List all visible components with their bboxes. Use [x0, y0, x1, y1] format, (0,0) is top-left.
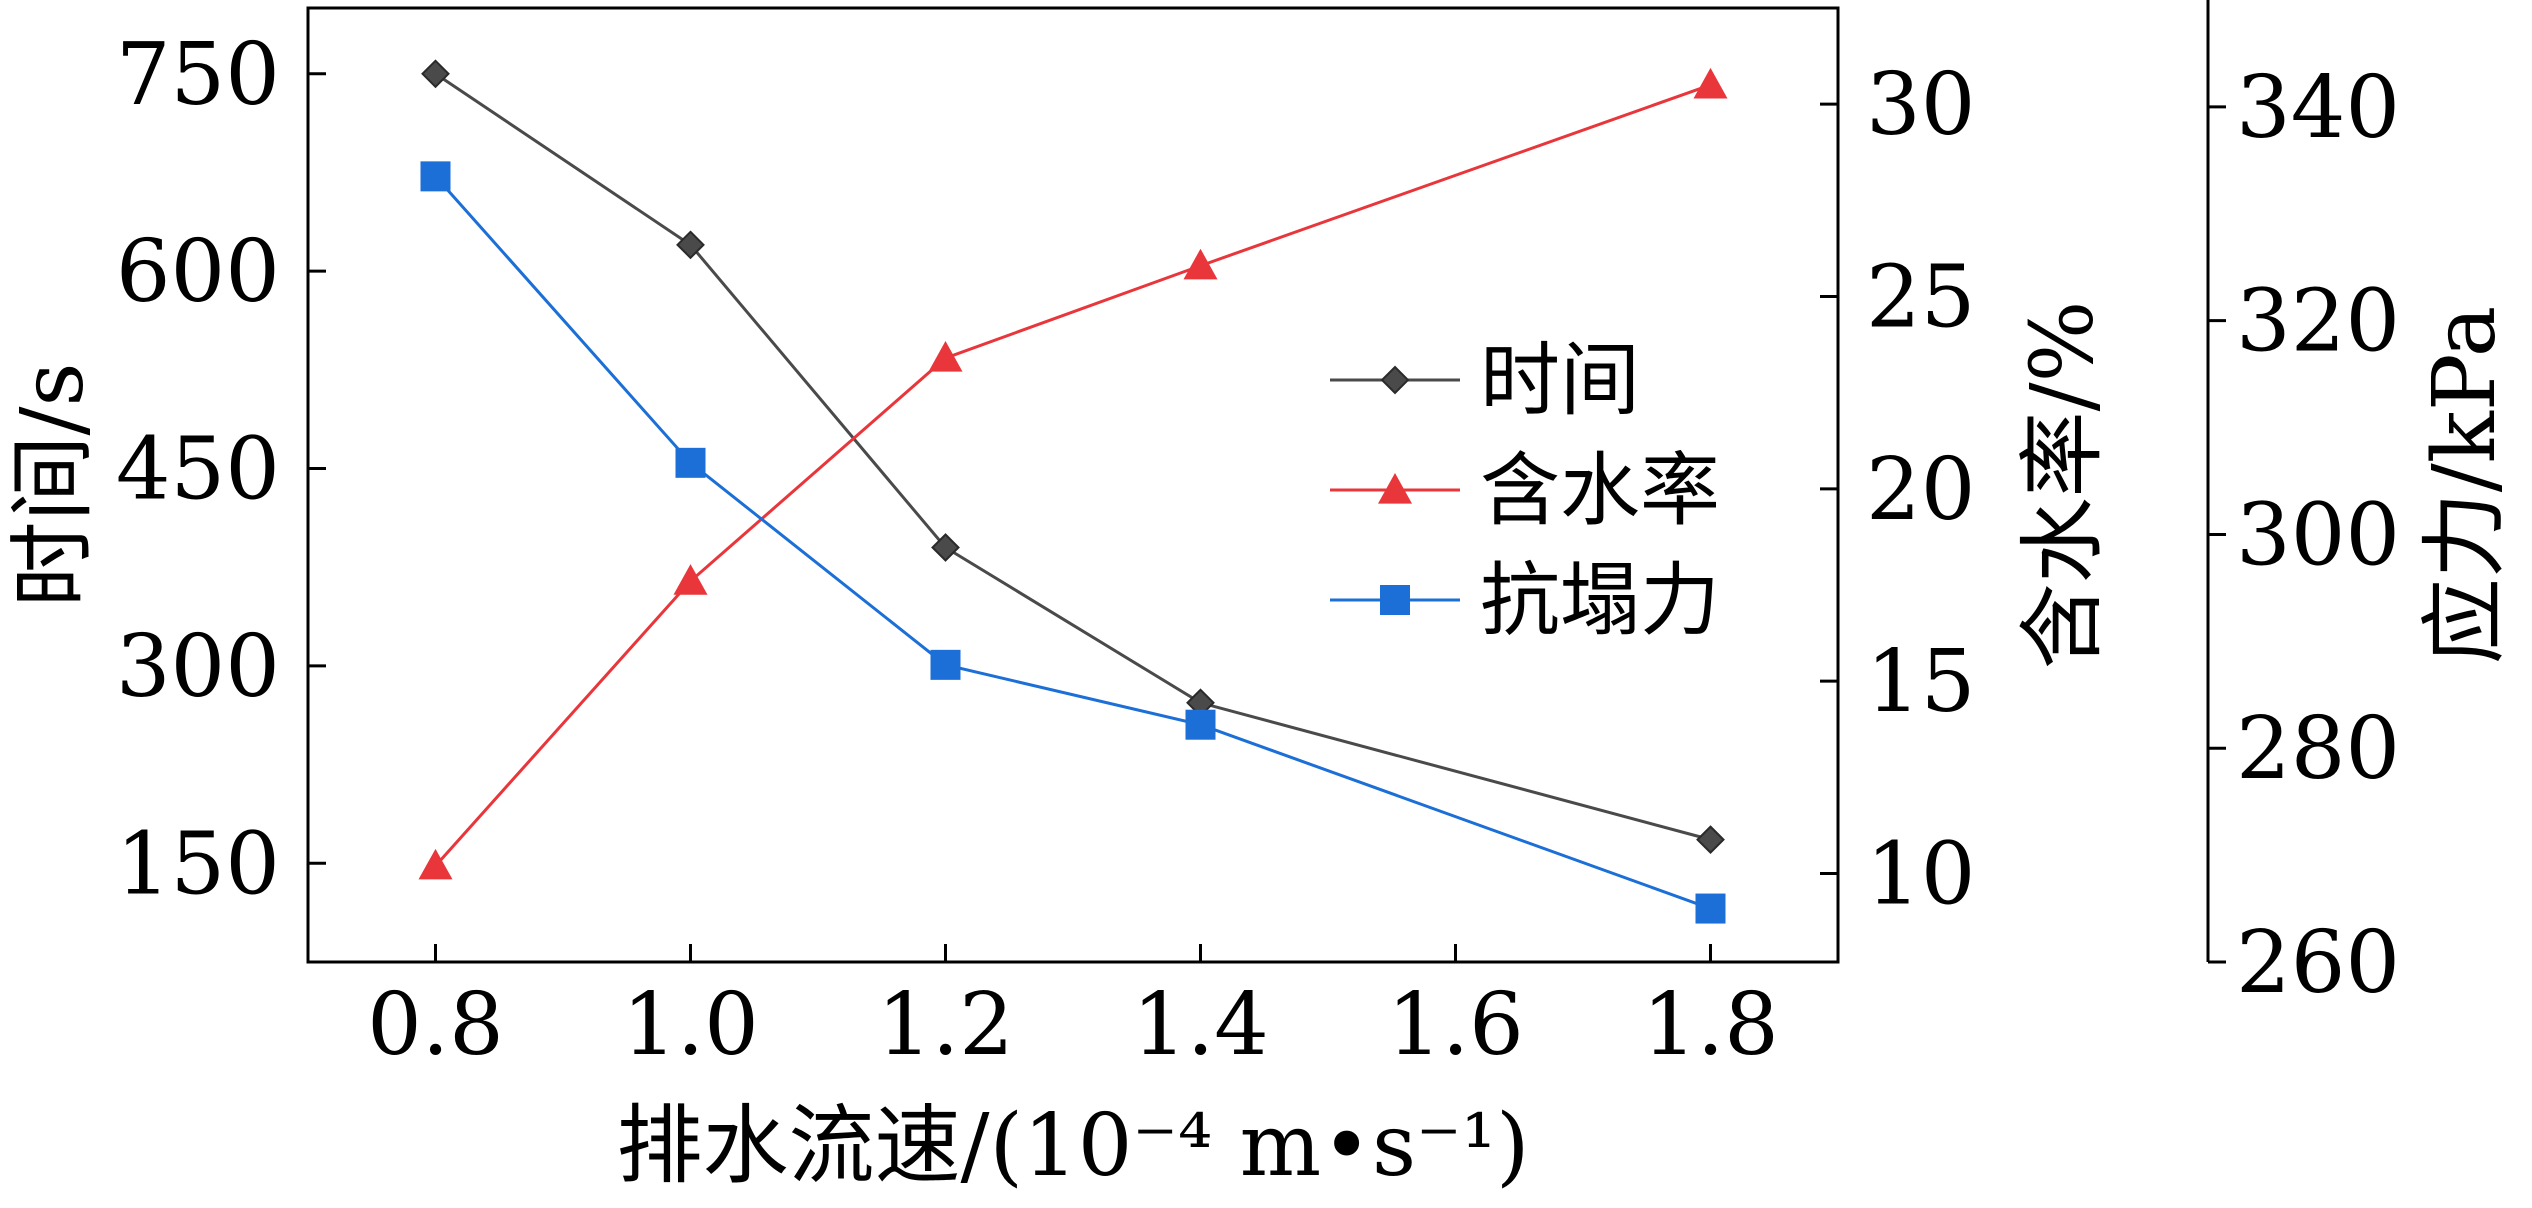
data-point-含水率: [1183, 248, 1218, 280]
left-y-tick-label: 300: [116, 617, 280, 717]
data-point-抗塌力: [675, 447, 706, 478]
data-point-抗塌力: [1185, 709, 1216, 740]
series-line-抗塌力: [434, 175, 1712, 910]
right2-y-tick-label: 340: [2236, 58, 2400, 158]
data-point-含水率: [418, 848, 453, 880]
data-point-抗塌力: [1695, 893, 1726, 924]
x-axis-title: 排水流速/(10⁻⁴ m•s⁻¹): [617, 1096, 1530, 1196]
x-tick-label: 1.6: [1387, 975, 1524, 1075]
data-point-时间: [931, 533, 960, 562]
legend-label: 时间: [1480, 334, 1640, 427]
left-y-tick-label: 600: [116, 222, 280, 322]
left-y-tick-label: 450: [116, 420, 280, 520]
right2-y-tick-label: 260: [2236, 913, 2400, 1013]
plot-frame: [306, 6, 1840, 964]
right2-y-tick-label: 280: [2236, 699, 2400, 799]
right1-y-tick-label: 30: [1866, 55, 1975, 155]
x-tick-label: 0.8: [367, 975, 504, 1075]
data-point-时间: [1696, 825, 1725, 855]
legend-marker: [1380, 585, 1410, 615]
x-tick-label: 1.4: [1132, 975, 1269, 1075]
legend-label: 含水率: [1480, 444, 1720, 537]
data-point-时间: [421, 59, 450, 89]
left-y-tick-label: 750: [116, 25, 280, 125]
right2-y-tick-label: 320: [2236, 272, 2400, 372]
right1-y-axis-title: 含水率/%: [2013, 301, 2113, 670]
data-point-含水率: [673, 564, 708, 595]
data-point-抗塌力: [930, 649, 961, 680]
right2-y-axis-title: 应力/kPa: [2415, 306, 2515, 664]
data-point-含水率: [928, 341, 963, 372]
right1-y-tick-label: 20: [1866, 440, 1975, 540]
left-y-axis-title: 时间/s: [3, 362, 103, 607]
legend-label: 抗塌力: [1480, 554, 1720, 647]
right1-y-tick-label: 25: [1866, 248, 1975, 348]
data-point-抗塌力: [420, 161, 451, 192]
x-tick-label: 1.2: [877, 975, 1014, 1075]
data-point-时间: [676, 230, 705, 260]
right2-y-tick-label: 300: [2236, 485, 2400, 585]
legend-marker: [1380, 365, 1410, 395]
x-tick-label: 1.8: [1642, 975, 1779, 1075]
right1-y-tick-label: 10: [1866, 825, 1975, 925]
x-tick-label: 1.0: [622, 975, 759, 1075]
right1-y-tick-label: 15: [1866, 632, 1975, 732]
left-y-tick-label: 150: [116, 814, 280, 914]
legend-marker: [1378, 473, 1412, 504]
data-point-含水率: [1693, 67, 1728, 99]
